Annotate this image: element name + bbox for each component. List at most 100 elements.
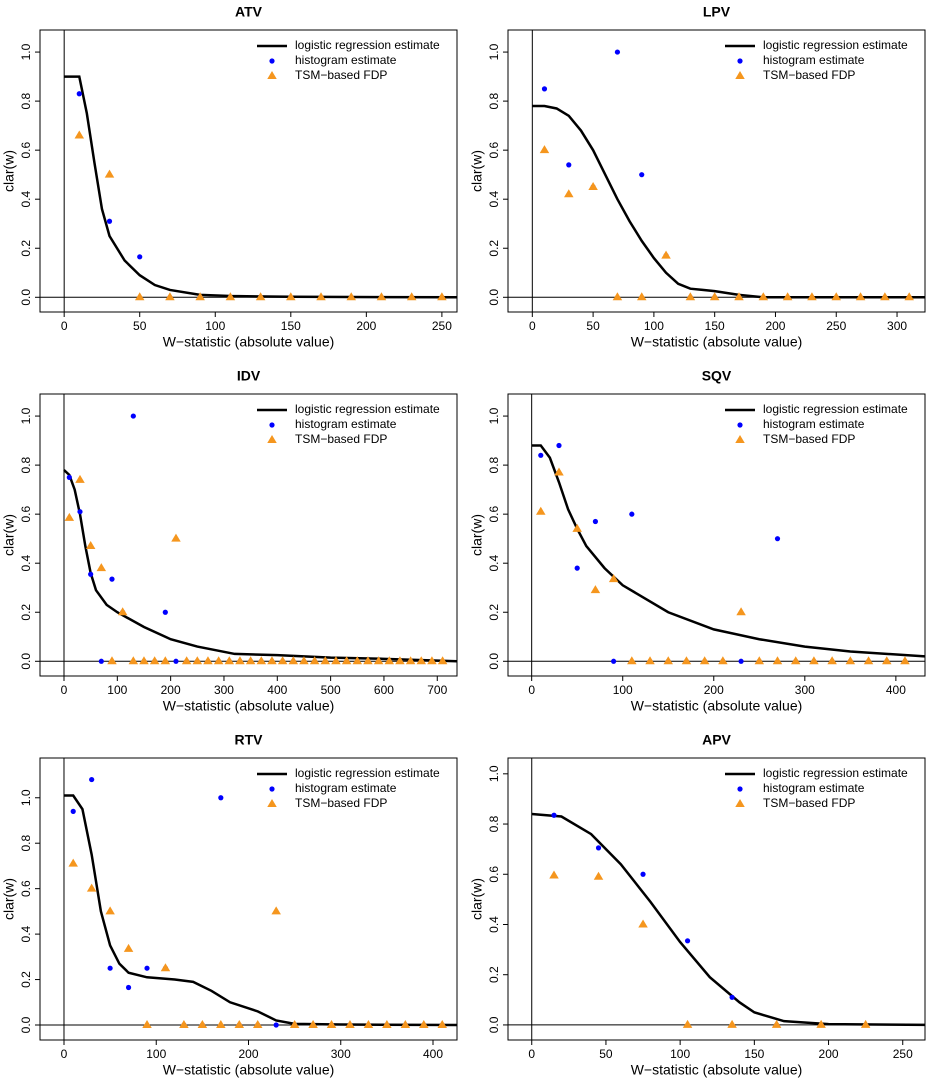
point xyxy=(419,1020,429,1029)
point xyxy=(536,506,546,515)
y-axis-label: clar(w) xyxy=(469,514,485,556)
point xyxy=(572,523,582,532)
legend-label: logistic regression estimate xyxy=(763,766,908,780)
point xyxy=(549,870,559,879)
legend-label: logistic regression estimate xyxy=(295,402,440,416)
y-tick-label: 0.4 xyxy=(487,555,501,572)
y-tick-label: 1.0 xyxy=(487,765,501,782)
y-tick-label: 0.8 xyxy=(19,92,33,109)
point xyxy=(98,658,104,664)
legend-key xyxy=(735,71,745,79)
point xyxy=(86,883,97,892)
point xyxy=(70,808,76,815)
point xyxy=(684,938,691,944)
x-tick-label: 0 xyxy=(529,319,536,333)
y-tick-label: 0.0 xyxy=(19,289,33,306)
x-tick-label: 400 xyxy=(886,683,906,697)
point xyxy=(736,607,746,616)
point xyxy=(611,658,617,664)
y-tick-label: 0.2 xyxy=(487,966,501,983)
x-tick-label: 200 xyxy=(161,683,181,697)
point xyxy=(105,906,115,915)
point xyxy=(316,292,326,301)
point xyxy=(165,292,175,301)
point xyxy=(173,658,179,664)
point xyxy=(437,292,447,301)
point xyxy=(64,512,75,521)
y-tick-label: 0.8 xyxy=(487,456,501,473)
y-tick-label: 1.0 xyxy=(487,43,501,60)
y-tick-label: 1.0 xyxy=(487,407,501,424)
point xyxy=(363,1020,374,1029)
y-tick-label: 0.0 xyxy=(487,653,501,670)
point xyxy=(134,292,145,301)
point xyxy=(709,292,720,301)
x-tick-label: 100 xyxy=(107,683,127,697)
legend-label: histogram estimate xyxy=(295,781,397,795)
point xyxy=(273,1022,279,1028)
point xyxy=(117,607,128,616)
point xyxy=(66,474,72,480)
point xyxy=(685,292,696,301)
point xyxy=(218,795,224,801)
point xyxy=(539,145,550,154)
y-tick-label: 0.2 xyxy=(19,240,33,257)
legend-label: TSM−based FDP xyxy=(295,796,387,810)
y-tick-label: 1.0 xyxy=(19,789,33,806)
y-tick-label: 0.2 xyxy=(487,240,501,257)
point xyxy=(395,656,405,665)
point xyxy=(863,656,874,665)
point xyxy=(629,511,635,517)
y-tick-label: 0.2 xyxy=(487,604,501,621)
point xyxy=(104,169,115,178)
point xyxy=(308,1020,318,1029)
point xyxy=(400,1020,411,1029)
panel: RTV W−statistic (absolute value) clar(w) 0 1… xyxy=(1,732,458,1078)
x-tick-label: 250 xyxy=(826,319,846,333)
plot-area xyxy=(531,442,925,665)
point xyxy=(271,906,281,915)
point xyxy=(320,656,331,665)
x-tick-label: 0 xyxy=(61,1047,68,1061)
point xyxy=(807,292,817,301)
point xyxy=(663,656,673,665)
point xyxy=(627,656,637,665)
x-tick-label: 0 xyxy=(528,683,535,697)
x-axis-label: W−statistic (absolute value) xyxy=(163,334,335,350)
point xyxy=(85,541,96,550)
point xyxy=(900,656,910,665)
plot-area xyxy=(531,812,925,1028)
point xyxy=(790,656,801,665)
x-tick-label: 0 xyxy=(528,1047,535,1061)
point xyxy=(718,656,728,665)
plot-frame xyxy=(507,393,926,677)
point xyxy=(405,656,416,665)
point xyxy=(345,1020,355,1029)
point xyxy=(738,658,744,664)
x-tick-label: 100 xyxy=(205,319,225,333)
point xyxy=(224,656,235,665)
plot-frame xyxy=(39,393,458,677)
point xyxy=(373,656,384,665)
legend-label: histogram estimate xyxy=(763,781,865,795)
panel-title: RTV xyxy=(235,732,264,748)
legend-key xyxy=(267,71,277,79)
point xyxy=(592,518,599,525)
point xyxy=(137,254,143,260)
point xyxy=(661,250,671,259)
panel: SQV W−statistic (absolute value) clar(w) 0 1… xyxy=(469,368,926,714)
x-tick-label: 250 xyxy=(893,1047,913,1061)
point xyxy=(363,656,373,665)
legend-key xyxy=(269,58,275,64)
legend-label: TSM−based FDP xyxy=(763,68,855,82)
plot-area xyxy=(64,75,457,301)
plot-area xyxy=(63,776,457,1029)
legend-label: logistic regression estimate xyxy=(295,766,440,780)
point xyxy=(255,292,266,301)
point xyxy=(639,172,645,178)
line-series xyxy=(532,104,925,299)
legend-key xyxy=(737,58,743,64)
